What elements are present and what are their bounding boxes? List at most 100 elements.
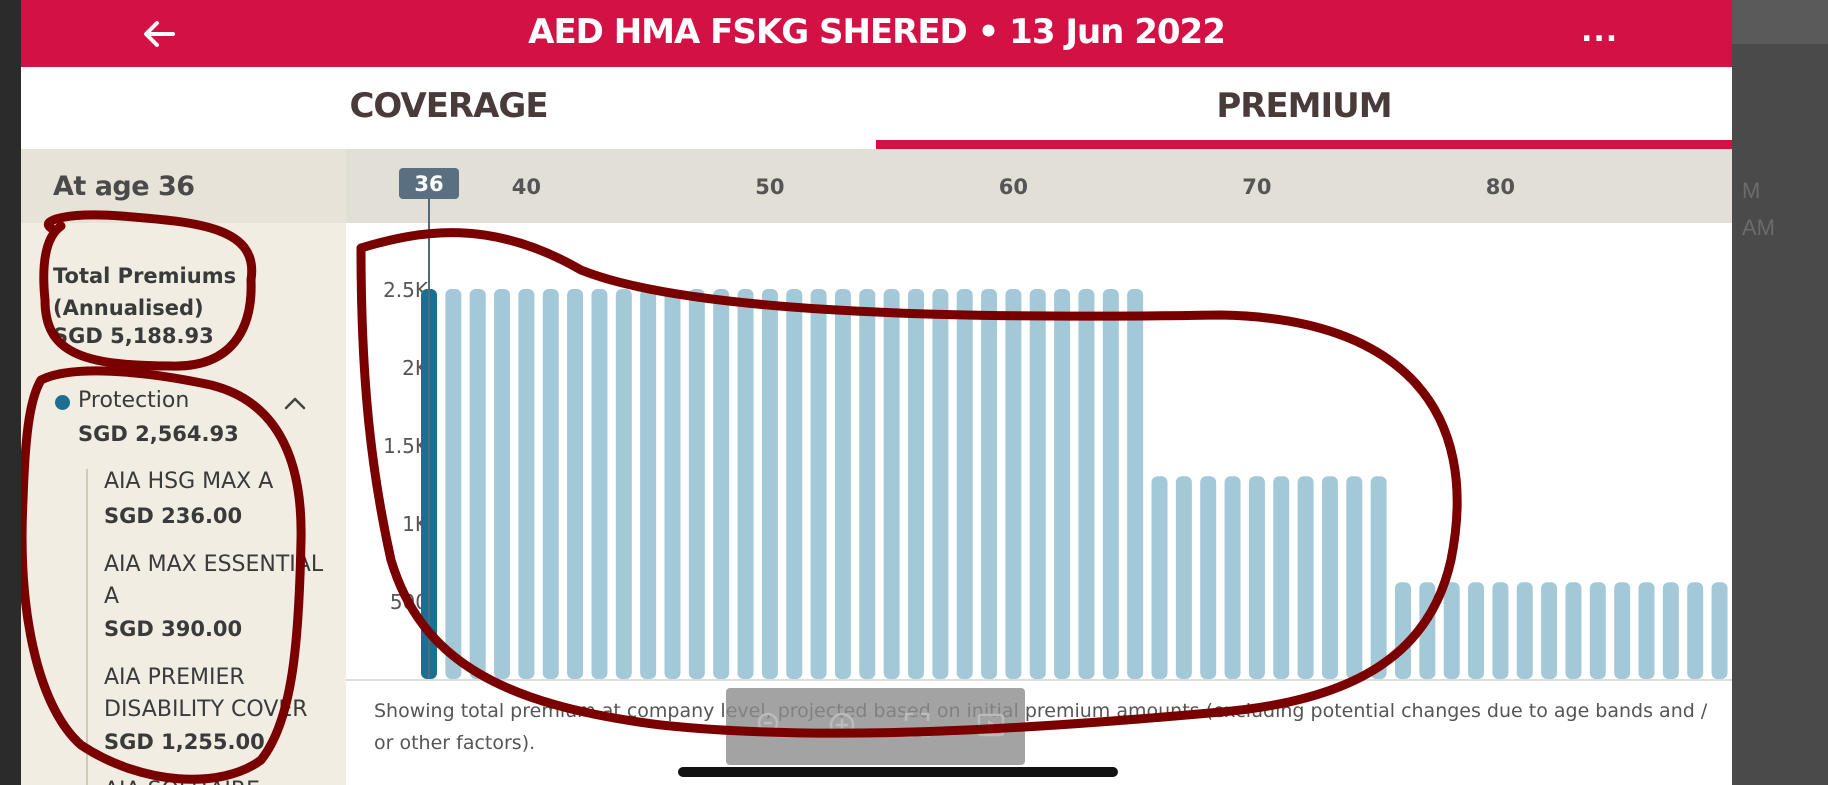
plan-name: AIA HSG MAX A (104, 469, 274, 494)
bar[interactable] (640, 289, 657, 679)
bar[interactable] (1102, 289, 1119, 679)
bar[interactable] (1151, 476, 1168, 679)
total-premiums-value: SGD 5,188.93 (53, 324, 214, 348)
x-tick-label: 50 (755, 175, 784, 199)
tab-premium[interactable]: PREMIUM (1216, 86, 1392, 126)
bar[interactable] (1078, 289, 1095, 679)
bar[interactable] (494, 289, 511, 679)
media-toolbar (726, 688, 1025, 765)
bar[interactable] (591, 289, 608, 679)
plan-name: AIA MAX ESSENTIAL A (104, 552, 324, 609)
page-title: AED HMA FSKG SHERED • 13 Jun 2022 (528, 12, 1226, 52)
bar[interactable] (1443, 582, 1460, 679)
bar[interactable] (1273, 476, 1290, 679)
bar[interactable] (859, 289, 876, 679)
tab-selected-indicator (876, 140, 1732, 149)
bar[interactable] (908, 289, 924, 679)
tab-coverage[interactable]: COVERAGE (349, 86, 548, 126)
age-axis-bar (346, 149, 1732, 223)
bar[interactable] (1346, 476, 1363, 679)
bar[interactable] (1321, 476, 1338, 679)
bar[interactable] (786, 289, 803, 679)
bar[interactable] (469, 289, 486, 679)
bar[interactable] (1200, 476, 1217, 679)
bar[interactable] (1395, 582, 1411, 679)
bar[interactable] (1687, 582, 1704, 679)
premium-breakdown-panel: At age 36 Total Premiums (Annualised) SG… (21, 149, 346, 785)
bar[interactable] (834, 289, 851, 679)
bar[interactable] (981, 289, 998, 679)
total-premiums-label: Total Premiums (Annualised) (53, 264, 237, 320)
bar[interactable] (1711, 582, 1728, 679)
bar[interactable] (1005, 289, 1022, 679)
plan-tree-line (86, 469, 88, 785)
bar[interactable] (664, 289, 681, 679)
bar[interactable] (1175, 476, 1192, 679)
bar[interactable] (1419, 582, 1436, 679)
bar[interactable] (1224, 476, 1241, 679)
chart-footnote: Showing total premium at company level, … (374, 700, 1708, 754)
more-options-icon[interactable]: ... (1581, 14, 1619, 49)
selected-age-badge[interactable] (399, 168, 459, 199)
selected-age-label: 36 (414, 172, 443, 196)
bar[interactable] (810, 289, 827, 679)
plan-premium: SGD 1,255.00 (104, 730, 265, 754)
bar[interactable] (542, 289, 559, 679)
plan-name: AIA PREMIER DISABILITY COVER (104, 665, 308, 722)
tab-bar: COVERAGE PREMIUM (21, 67, 1732, 149)
background-window-bar (1732, 0, 1828, 44)
app-window: AED HMA FSKG SHERED • 13 Jun 2022 ... CO… (21, 0, 1732, 785)
bar[interactable] (1516, 582, 1533, 679)
bar[interactable] (567, 289, 584, 679)
x-tick-label: 70 (1242, 175, 1271, 199)
bar[interactable] (1492, 582, 1509, 679)
bar[interactable] (883, 289, 900, 679)
chevron-up-icon[interactable] (283, 391, 307, 415)
bar[interactable] (1589, 582, 1606, 679)
x-tick-label: 80 (1486, 175, 1515, 199)
bar[interactable] (761, 289, 778, 679)
bar[interactable] (737, 289, 754, 679)
age-header: At age 36 (21, 149, 346, 223)
bar[interactable] (1662, 582, 1679, 679)
zoom-in-icon[interactable] (827, 710, 857, 740)
bar[interactable] (1029, 289, 1046, 679)
bar[interactable] (1127, 289, 1144, 679)
bar[interactable] (1370, 476, 1387, 679)
x-tick-label: 40 (512, 175, 541, 199)
plan-name: AIA SOLITAIRE (104, 775, 344, 785)
fullscreen-icon[interactable] (902, 710, 932, 740)
protection-label[interactable]: Protection (78, 388, 190, 413)
arrow-left-icon[interactable] (139, 14, 179, 54)
bar[interactable] (518, 289, 535, 679)
bar[interactable] (688, 289, 705, 679)
bar[interactable] (713, 289, 730, 679)
bar[interactable] (956, 289, 973, 679)
home-indicator[interactable] (678, 767, 1118, 777)
plan-premium: SGD 236.00 (104, 504, 243, 528)
bar[interactable] (1541, 582, 1558, 679)
x-tick-label: 60 (999, 175, 1028, 199)
bar[interactable] (1638, 582, 1655, 679)
bar[interactable] (1054, 289, 1071, 679)
left-edge (0, 0, 21, 785)
background-text: AM (1742, 215, 1775, 240)
protection-legend-dot (55, 395, 70, 410)
plan-premium: SGD 390.00 (104, 617, 243, 641)
bar[interactable] (1248, 476, 1265, 679)
bar[interactable] (1468, 582, 1485, 679)
bar[interactable] (932, 289, 949, 679)
premium-chart: 500 1K 1.5K 2K 2.5K 40 50 60 70 80 36 Showing tota… (346, 149, 1732, 785)
zoom-out-icon[interactable] (755, 710, 785, 740)
background-window: M AM (1732, 0, 1828, 785)
bar[interactable] (615, 289, 632, 679)
protection-value: SGD 2,564.93 (78, 422, 239, 446)
bar[interactable] (1565, 582, 1582, 679)
bar[interactable] (1614, 582, 1631, 679)
bar[interactable] (1297, 476, 1314, 679)
slideshow-icon[interactable] (976, 710, 1006, 740)
header-bar: AED HMA FSKG SHERED • 13 Jun 2022 ... (21, 0, 1732, 67)
bar[interactable] (445, 289, 462, 679)
